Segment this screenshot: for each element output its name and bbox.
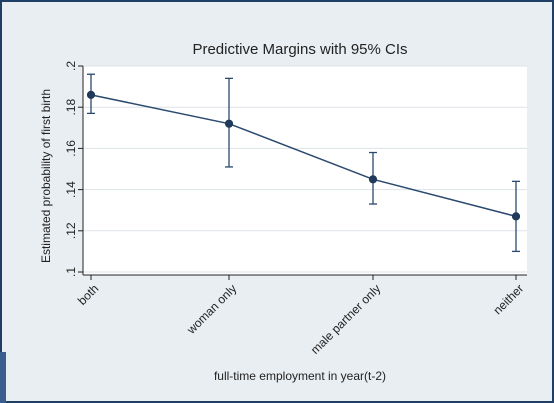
x-tick-label: both <box>75 281 101 307</box>
y-axis-label: Estimated probability of first birth <box>39 89 53 263</box>
x-tick-label: neither <box>490 281 526 317</box>
chart-title: Predictive Margins with 95% CIs <box>192 41 407 58</box>
y-tick-label: .12 <box>64 222 78 239</box>
grid-lines <box>83 65 527 273</box>
data-point <box>511 212 521 221</box>
x-ticks: both woman only male partner only neither <box>75 275 526 357</box>
y-tick-label: .18 <box>64 99 78 116</box>
y-tick-label: .2 <box>64 61 78 71</box>
y-ticks: .1 .12 .14 .16 .18 .2 <box>64 61 83 277</box>
y-tick-label: .16 <box>64 140 78 157</box>
series-group <box>86 73 521 253</box>
y-tick-label: .1 <box>64 267 78 277</box>
x-tick-label: male partner only <box>308 281 383 356</box>
left-accent-strip <box>0 352 6 403</box>
plot-area <box>83 66 527 275</box>
data-point <box>224 119 234 128</box>
data-point <box>368 175 378 184</box>
x-tick-label: woman only <box>183 281 239 337</box>
data-point <box>86 90 96 99</box>
x-axis-label: full-time employment in year(t-2) <box>214 369 386 383</box>
y-tick-label: .14 <box>64 181 78 198</box>
series-line <box>90 94 517 218</box>
